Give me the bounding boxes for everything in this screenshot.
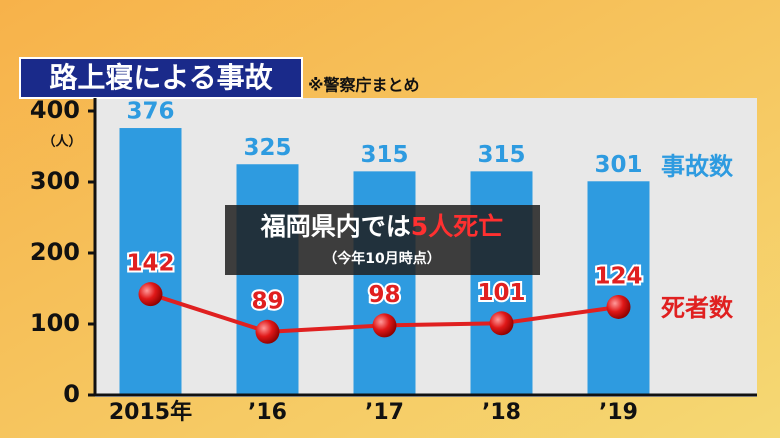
x-tick-label: ’16 [248, 400, 287, 425]
bar [119, 128, 182, 396]
value-label: 301 [594, 152, 642, 178]
annotation-note: （今年10月時点） [323, 250, 440, 267]
value-label: 142 [126, 251, 174, 277]
y-tick-label: 400 [30, 96, 80, 124]
value-label: 124 [594, 263, 642, 289]
y-tick-label: 200 [30, 238, 80, 266]
y-unit: （人） [42, 134, 81, 150]
point [606, 294, 631, 319]
legend-label: 事故数 [661, 152, 734, 180]
x-tick-label: ’18 [482, 400, 521, 425]
annotation-text: 福岡県内では [260, 212, 411, 241]
y-tick-label: 300 [30, 167, 80, 195]
title-box [19, 57, 303, 99]
marks: 0 100 200 300 400 2015年 ’16 ’17 ’18 ’19 376 325 315 3… [30, 96, 734, 425]
point [489, 311, 514, 336]
legend-label: 死者数 [661, 294, 734, 322]
bar [587, 181, 650, 395]
point [138, 282, 163, 307]
value-label: 325 [243, 135, 291, 161]
y-tick-label: 0 [63, 380, 80, 408]
value-label: 315 [477, 142, 525, 168]
value-label: 98 [368, 282, 400, 308]
value-label: 89 [251, 288, 283, 314]
x-tick-label: ’19 [599, 400, 638, 425]
annotation-box [225, 205, 540, 275]
y-tick-label: 100 [30, 309, 80, 337]
value-label: 315 [360, 142, 408, 168]
chart-title: 路上寝による事故 [49, 61, 272, 94]
point [255, 319, 280, 344]
x-tick-label: 2015年 [109, 399, 192, 425]
point [372, 313, 397, 338]
value-label: 376 [126, 99, 174, 125]
annotation: 福岡県内では5人死亡 [260, 212, 503, 241]
x-tick-label: ’17 [365, 400, 404, 425]
value-label: 101 [477, 280, 525, 306]
bar [236, 164, 299, 395]
annotation-highlight: 5人死亡 [411, 212, 503, 241]
subtitle: ※警察庁まとめ [308, 76, 420, 95]
